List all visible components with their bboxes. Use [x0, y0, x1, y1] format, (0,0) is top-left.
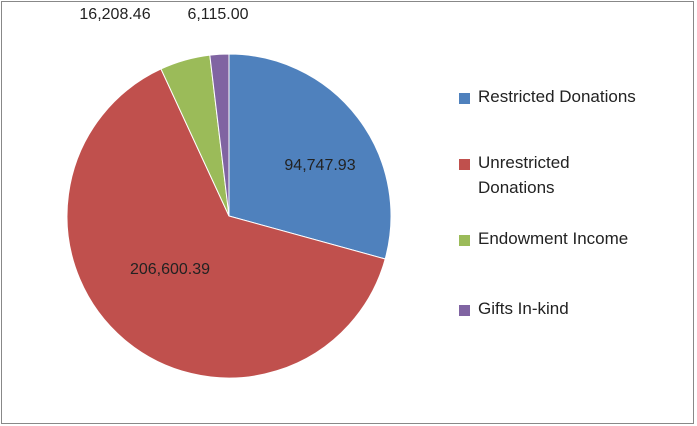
- legend-item: Restricted Donations: [459, 87, 649, 109]
- legend-swatch: [459, 235, 470, 246]
- pie-slice: [228, 53, 392, 260]
- legend-item: Endowment Income: [459, 229, 649, 251]
- legend-item: Gifts In-kind: [459, 299, 649, 321]
- legend-label: Unrestricted Donations: [478, 153, 570, 197]
- legend-swatch: [459, 159, 470, 170]
- legend-swatch: [459, 93, 470, 104]
- legend-label: Gifts In-kind: [478, 299, 569, 318]
- legend-item: Unrestricted Donations: [459, 153, 649, 200]
- data-label: 6,115.00: [187, 6, 248, 23]
- data-label: 94,747.93: [284, 157, 355, 174]
- legend-label: Endowment Income: [478, 229, 629, 248]
- data-label: 206,600.39: [130, 261, 210, 278]
- legend-label: Restricted Donations: [478, 87, 636, 106]
- pie-slice: [66, 68, 386, 379]
- data-label: 16,208.46: [79, 6, 150, 23]
- legend-swatch: [459, 305, 470, 316]
- pie-slice: [209, 53, 230, 217]
